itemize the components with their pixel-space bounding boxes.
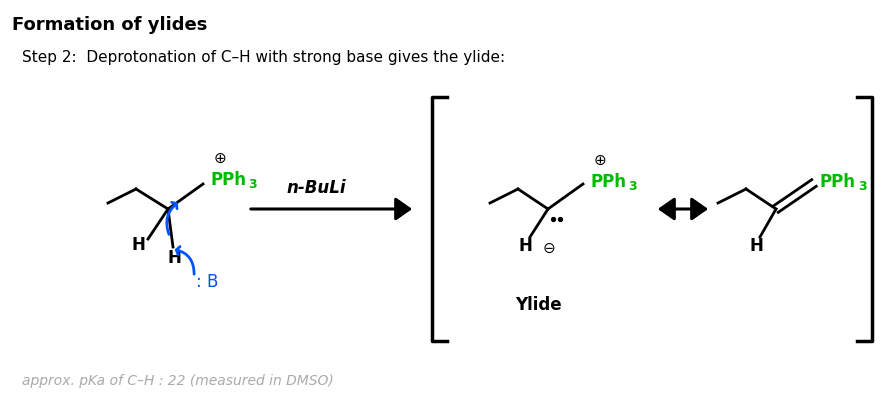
Text: PPh: PPh: [210, 170, 246, 188]
Text: Step 2:  Deprotonation of C–H with strong base gives the ylide:: Step 2: Deprotonation of C–H with strong…: [22, 50, 506, 65]
Text: Formation of ylides: Formation of ylides: [12, 16, 207, 34]
Text: PPh: PPh: [590, 172, 626, 190]
Text: 3: 3: [858, 180, 867, 193]
Text: Ylide: Ylide: [514, 295, 562, 313]
Text: approx. pKa of C–H : 22 (measured in DMSO): approx. pKa of C–H : 22 (measured in DMS…: [22, 373, 334, 387]
Text: H: H: [749, 237, 763, 254]
Text: H: H: [518, 237, 532, 254]
Text: 3: 3: [248, 178, 256, 191]
Text: : B: : B: [196, 272, 218, 290]
Text: 3: 3: [628, 180, 636, 193]
Text: H: H: [167, 248, 181, 266]
Text: ⊕: ⊕: [214, 150, 226, 165]
Text: ⊖: ⊖: [543, 240, 555, 255]
Text: ⊕: ⊕: [594, 152, 606, 167]
Text: H: H: [131, 235, 145, 253]
Text: n-BuLi: n-BuLi: [287, 178, 346, 196]
Text: PPh: PPh: [820, 172, 856, 190]
